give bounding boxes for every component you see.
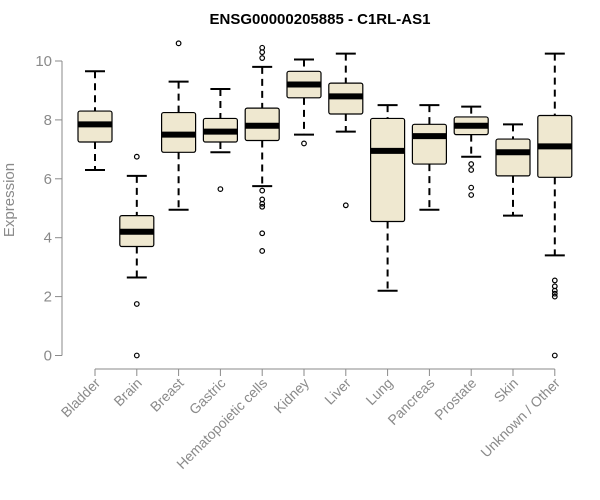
outlier-point — [259, 49, 266, 56]
y-tick-label: 8 — [44, 112, 52, 129]
box-group — [202, 87, 238, 193]
box-group — [286, 58, 322, 147]
outlier-point — [468, 161, 475, 167]
outlier-point — [551, 293, 558, 300]
x-tick-label: Liver — [321, 375, 354, 408]
outlier-point — [342, 202, 349, 209]
y-tick-label: 6 — [44, 171, 52, 188]
box-group — [537, 52, 573, 359]
outlier-point — [301, 140, 307, 147]
outlier-point — [551, 277, 558, 284]
outlier-point — [259, 203, 266, 210]
box-iqr — [495, 138, 531, 177]
outlier-point — [259, 55, 266, 61]
outlier-point — [259, 230, 266, 237]
outlier-point — [468, 167, 475, 173]
x-tick-label: Breast — [147, 375, 187, 415]
box-iqr — [411, 123, 447, 165]
outlier-point — [468, 184, 475, 191]
x-tick-label: Lung — [362, 375, 395, 408]
x-tick-label: Kidney — [271, 375, 313, 417]
box-iqr — [370, 117, 406, 223]
outlier-point — [259, 200, 266, 207]
y-axis-label: Expression — [1, 163, 18, 237]
box-group — [411, 104, 447, 211]
x-tick-label: Prostate — [431, 375, 479, 423]
outlier-point — [133, 301, 140, 307]
x-tick-label: Unknown / Other — [477, 375, 563, 461]
outlier-point — [551, 352, 558, 359]
outlier-point — [133, 352, 140, 359]
x-tick-label: Brain — [110, 375, 144, 409]
box-group — [370, 104, 406, 292]
box-group — [77, 70, 113, 171]
x-tick-label: Bladder — [58, 375, 104, 421]
outlier-point — [551, 290, 558, 297]
y-tick-label: 0 — [44, 348, 52, 365]
box-group — [328, 52, 364, 209]
outlier-point — [175, 40, 182, 47]
outlier-point — [133, 153, 140, 160]
y-tick-label: 10 — [35, 53, 52, 70]
chart-title: ENSG00000205885 - C1RL-AS1 — [210, 11, 431, 28]
y-tick-label: 2 — [44, 289, 52, 306]
box-group — [244, 44, 280, 254]
x-tick-label: Skin — [491, 375, 522, 406]
outlier-point — [468, 192, 475, 198]
box-group — [161, 40, 197, 211]
box-group — [495, 123, 531, 217]
outlier-point — [217, 186, 224, 193]
box-group — [119, 153, 155, 359]
box-group — [453, 105, 489, 198]
outlier-point — [259, 187, 266, 194]
outlier-point — [259, 248, 266, 254]
outlier-point — [551, 287, 558, 294]
y-tick-label: 4 — [44, 230, 52, 247]
plot-area — [77, 40, 573, 359]
